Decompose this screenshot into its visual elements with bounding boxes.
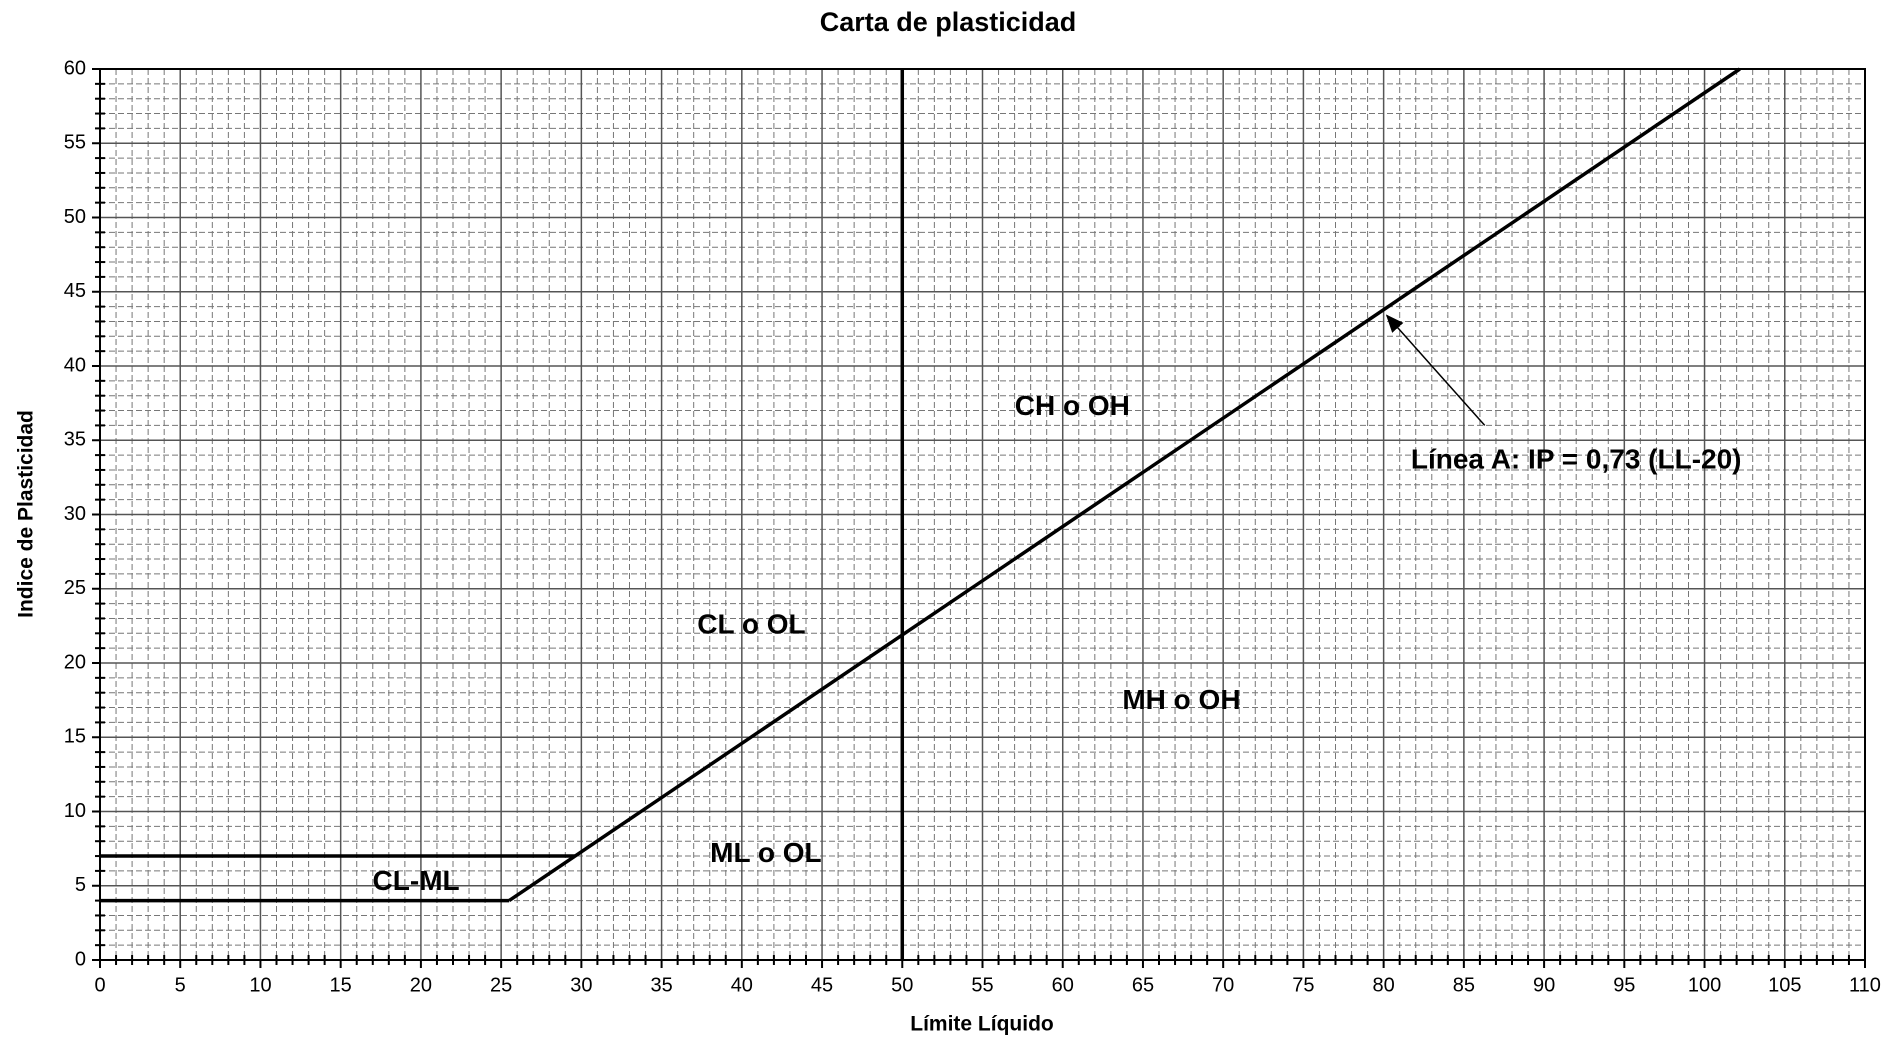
x-tick-label: 0	[94, 974, 105, 996]
annotation: MH o OH	[1122, 684, 1240, 715]
annotation: CH o OH	[1015, 390, 1130, 421]
y-tick-label: 20	[64, 651, 86, 673]
annotation: CL o OL	[697, 608, 805, 639]
x-axis-label: Límite Líquido	[910, 1013, 1053, 1036]
x-tick-label: 20	[410, 974, 432, 996]
x-tick-label: 75	[1292, 974, 1314, 996]
y-tick-label: 0	[75, 948, 86, 970]
y-tick-label: 35	[64, 429, 86, 451]
y-tick-label: 30	[64, 503, 86, 525]
x-tick-label: 105	[1768, 974, 1801, 996]
y-tick-label: 50	[64, 206, 86, 228]
x-tick-label: 110	[1849, 974, 1881, 996]
x-tick-label: 65	[1132, 974, 1154, 996]
x-tick-label: 90	[1533, 974, 1555, 996]
x-tick-label: 60	[1052, 974, 1074, 996]
x-tick-label: 80	[1373, 974, 1395, 996]
x-tick-label: 5	[175, 974, 186, 996]
x-tick-label: 15	[330, 974, 352, 996]
x-tick-label: 25	[490, 974, 512, 996]
x-tick-label: 10	[249, 974, 271, 996]
annotation: CL-ML	[373, 865, 460, 896]
x-tick-label: 70	[1212, 974, 1234, 996]
y-tick-label: 60	[64, 57, 86, 79]
x-tick-label: 55	[971, 974, 993, 996]
y-tick-label: 10	[64, 800, 86, 822]
x-tick-label: 85	[1453, 974, 1475, 996]
y-tick-label: 5	[75, 874, 86, 896]
x-tick-label: 50	[891, 974, 913, 996]
line-series	[508, 67, 1741, 903]
x-tick-label: 100	[1688, 974, 1721, 996]
y-tick-label: 15	[64, 726, 86, 748]
plot-frame	[99, 68, 1866, 961]
x-tick-label: 45	[811, 974, 833, 996]
x-tick-label: 40	[731, 974, 753, 996]
annotation-arrow	[1385, 314, 1486, 426]
x-tick-label: 35	[650, 974, 672, 996]
annotation: ML o OL	[710, 837, 821, 868]
y-tick-label: 40	[64, 354, 86, 376]
y-tick-label: 45	[64, 280, 86, 302]
x-tick-label: 30	[570, 974, 592, 996]
y-tick-label: 25	[64, 577, 86, 599]
annotation: Línea A: IP = 0,73 (LL-20)	[1411, 443, 1742, 474]
y-tick-label: 55	[64, 132, 86, 154]
chart-title: Carta de plasticidad	[820, 7, 1077, 37]
y-axis-label: Indice de Plasticidad	[15, 410, 38, 618]
x-tick-label: 95	[1613, 974, 1635, 996]
